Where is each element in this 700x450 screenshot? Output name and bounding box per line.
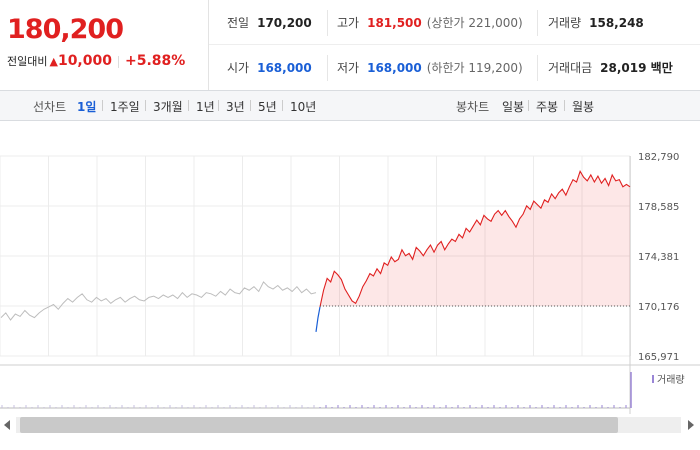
period-3m[interactable]: 3개월 [153, 100, 183, 114]
divider [564, 100, 565, 111]
period-5y[interactable]: 5년 [258, 100, 277, 114]
stat-volume: 거래량 158,248 [548, 14, 644, 31]
divider [537, 10, 538, 36]
candle-chart-label: 봉차트 [456, 100, 490, 114]
divider [327, 55, 328, 81]
price-area [320, 171, 630, 307]
premarket-line [0, 281, 317, 321]
price-summary: 180,200 전일대비 ▲10,000 +5.88% [0, 0, 209, 90]
candle-weekly[interactable]: 주봉 [536, 100, 559, 114]
divider [282, 100, 283, 111]
divider [102, 100, 103, 111]
up-arrow-icon: ▲ [49, 55, 58, 68]
divider [188, 100, 189, 111]
stat-value: 168,000 [367, 61, 422, 75]
period-10y[interactable]: 10년 [290, 100, 317, 114]
stats-row-1: 전일 170,200 고가 181,500 (상한가 221,000) 거래량 158,… [209, 0, 700, 45]
stat-label: 저가 [337, 61, 360, 75]
price-line [319, 170, 631, 308]
change-row: 전일대비 ▲10,000 +5.88% [7, 53, 185, 69]
divider [218, 100, 219, 111]
volume-legend-swatch [652, 375, 654, 383]
stat-label: 전일 [227, 16, 250, 30]
stat-value: 181,500 [367, 16, 422, 30]
volume-legend: 거래량 [657, 374, 685, 386]
period-1d[interactable]: 1일 [77, 100, 97, 114]
period-3y[interactable]: 3년 [226, 100, 245, 114]
stat-label: 고가 [337, 16, 360, 30]
candle-daily[interactable]: 일봉 [502, 100, 525, 114]
divider [145, 100, 146, 111]
price-chart[interactable]: 182,790 178,585 174,381 170,176 165,971 거래량 [0, 120, 700, 415]
line-chart-label: 선차트 [33, 100, 67, 114]
change-percent: +5.88% [124, 53, 186, 69]
current-price: 180,200 [7, 14, 124, 45]
candle-monthly[interactable]: 월봉 [572, 100, 595, 114]
scroll-right-icon[interactable] [688, 420, 694, 430]
stat-value: 170,200 [257, 16, 312, 30]
scroll-thumb[interactable] [20, 417, 618, 433]
stat-label: 거래대금 [548, 61, 593, 75]
open-line [315, 306, 321, 332]
stats-panel: 전일 170,200 고가 181,500 (상한가 221,000) 거래량 158,… [209, 0, 700, 90]
lower-limit: (하한가 119,200) [426, 61, 523, 75]
stat-prev-close: 전일 170,200 [227, 14, 312, 31]
stat-high: 고가 181,500 (상한가 221,000) [337, 14, 523, 31]
stat-label: 거래량 [548, 16, 582, 30]
y-tick-label: 178,585 [638, 202, 679, 213]
divider [528, 100, 529, 111]
stat-value: 28,019 백만 [600, 61, 673, 75]
change-label: 전일대비 [7, 55, 48, 68]
period-1w[interactable]: 1주일 [110, 100, 140, 114]
y-tick-label: 174,381 [638, 252, 679, 263]
stat-value: 158,248 [589, 16, 644, 30]
divider [117, 55, 119, 68]
scroll-left-icon[interactable] [4, 420, 10, 430]
stat-label: 시가 [227, 61, 250, 75]
divider [537, 55, 538, 81]
quote-header: 180,200 전일대비 ▲10,000 +5.88% 전일 170,200 고가 18… [0, 0, 700, 90]
stat-open: 시가 168,000 [227, 59, 312, 76]
stat-value: 168,000 [257, 61, 312, 75]
chart-toolbar: 선차트 1일 1주일 3개월 1년 3년 5년 10년 봉차트 일봉 주봉 월봉 [0, 90, 700, 121]
change-value: 10,000 [57, 53, 112, 69]
y-tick-label: 165,971 [638, 352, 679, 363]
y-tick-label: 170,176 [638, 302, 679, 313]
period-1y[interactable]: 1년 [196, 100, 215, 114]
divider [250, 100, 251, 111]
stat-low: 저가 168,000 (하한가 119,200) [337, 59, 523, 76]
chart-scrollbar[interactable] [0, 414, 700, 436]
stats-row-2: 시가 168,000 저가 168,000 (하한가 119,200) 거래대금 28,… [209, 45, 700, 89]
y-tick-label: 182,790 [638, 152, 679, 163]
stat-trade-amount: 거래대금 28,019 백만 [548, 59, 673, 76]
divider [327, 10, 328, 36]
upper-limit: (상한가 221,000) [426, 16, 523, 30]
